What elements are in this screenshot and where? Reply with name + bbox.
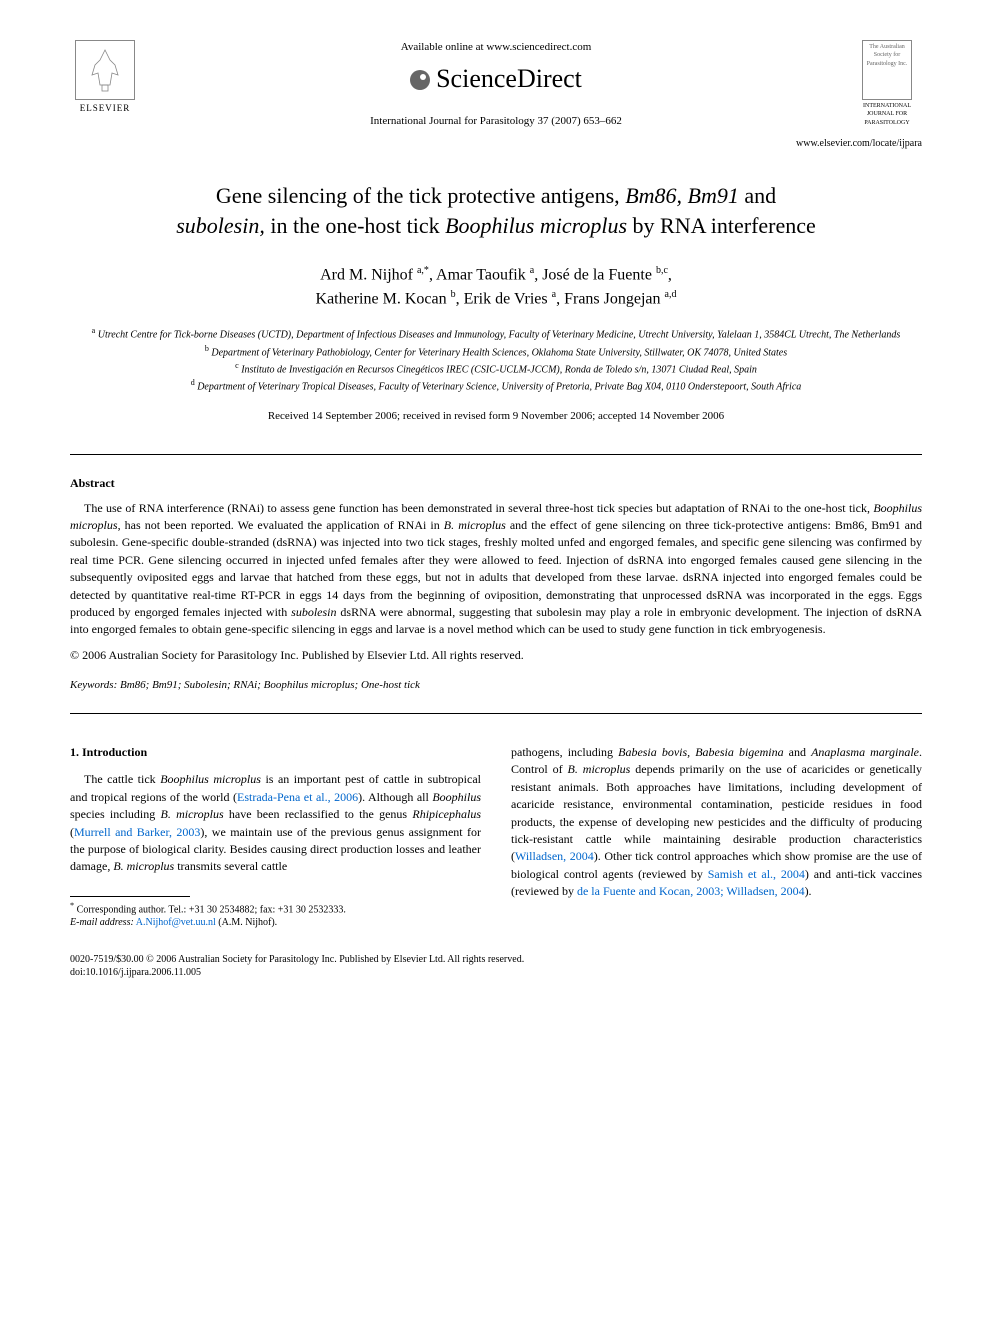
- affil-text: Department of Veterinary Tropical Diseas…: [197, 382, 801, 393]
- abstract-body: The use of RNA interference (RNAi) to as…: [70, 500, 922, 639]
- author-name: , Erik de Vries: [456, 290, 552, 307]
- elsevier-logo: ELSEVIER: [70, 40, 140, 120]
- journal-url: www.elsevier.com/locate/ijpara: [70, 137, 922, 151]
- body-text: and: [784, 745, 811, 759]
- left-column: 1. Introduction The cattle tick Boophilu…: [70, 744, 481, 929]
- sciencedirect-circle-icon: [410, 70, 430, 90]
- body-text: The use of RNA interference (RNAi) to as…: [84, 501, 873, 515]
- italic-text: B. microplus: [113, 859, 174, 873]
- affil-text: Utrecht Centre for Tick-borne Diseases (…: [98, 330, 901, 341]
- italic-text: Babesia bovis, Babesia bigemina: [618, 745, 784, 759]
- keywords-list: Bm86; Bm91; Subolesin; RNAi; Boophilus m…: [117, 679, 420, 691]
- body-text: , has not been reported. We evaluated th…: [118, 518, 444, 532]
- keywords: Keywords: Bm86; Bm91; Subolesin; RNAi; B…: [70, 678, 922, 693]
- affil-sup: a: [92, 326, 96, 335]
- body-text: species including: [70, 807, 161, 821]
- footnote-star: *: [70, 901, 74, 910]
- author-name: Ard M. Nijhof: [320, 266, 417, 283]
- elsevier-tree-icon: [75, 40, 135, 100]
- footnote-rule: [70, 896, 190, 897]
- affil-sup: b: [205, 344, 209, 353]
- journal-reference: International Journal for Parasitology 3…: [160, 114, 832, 129]
- title-part: in the one-host tick: [265, 213, 445, 238]
- article-dates: Received 14 September 2006; received in …: [70, 409, 922, 424]
- affil-sup: d: [191, 378, 195, 387]
- body-text: have been reclassified to the genus: [224, 807, 413, 821]
- copyright-line: © 2006 Australian Society for Parasitolo…: [70, 647, 922, 664]
- header-row: ELSEVIER Available online at www.science…: [70, 40, 922, 129]
- body-text: transmits several cattle: [174, 859, 287, 873]
- body-text: ).: [805, 884, 812, 898]
- ref-link[interactable]: Murrell and Barker, 2003: [74, 825, 200, 839]
- italic-text: Boophilus: [432, 790, 481, 804]
- footer-doi: doi:10.1016/j.ijpara.2006.11.005: [70, 967, 201, 978]
- body-text: The cattle tick: [84, 772, 160, 786]
- body-text: pathogens, including: [511, 745, 618, 759]
- intro-paragraph: The cattle tick Boophilus microplus is a…: [70, 771, 481, 875]
- sciencedirect-logo: ScienceDirect: [160, 61, 832, 97]
- elsevier-label: ELSEVIER: [80, 102, 131, 115]
- authors: Ard M. Nijhof a,*, Amar Taoufik a, José …: [70, 263, 922, 312]
- author-name: , Amar Taoufik: [429, 266, 530, 283]
- affil-text: Instituto de Investigación en Recursos C…: [241, 364, 757, 375]
- italic-text: B. microplus: [568, 762, 631, 776]
- title-italic: Bm86, Bm91: [625, 183, 739, 208]
- italic-text: Boophilus microplus: [160, 772, 261, 786]
- affil-text: Department of Veterinary Pathobiology, C…: [211, 347, 787, 358]
- footnote-corr: Corresponding author. Tel.: +31 30 25348…: [77, 904, 346, 915]
- author-sup: a,d: [665, 289, 677, 300]
- article-title: Gene silencing of the tick protective an…: [70, 181, 922, 240]
- author-sup: a,*: [417, 265, 429, 276]
- italic-text: B. microplus: [444, 518, 506, 532]
- ref-link[interactable]: Willadsen, 2004: [515, 849, 594, 863]
- author-name: , José de la Fuente: [534, 266, 656, 283]
- ref-link[interactable]: Estrada-Pena et al., 2006: [237, 790, 358, 804]
- intro-paragraph-cont: pathogens, including Babesia bovis, Babe…: [511, 744, 922, 901]
- rule-top: [70, 454, 922, 455]
- ref-link[interactable]: de la Fuente and Kocan, 2003; Willadsen,…: [577, 884, 805, 898]
- author-name: Katherine M. Kocan: [316, 290, 451, 307]
- title-part: Gene silencing of the tick protective an…: [216, 183, 625, 208]
- section-heading: 1. Introduction: [70, 744, 481, 761]
- title-italic: Boophilus microplus: [445, 213, 627, 238]
- available-online-text: Available online at www.sciencedirect.co…: [160, 40, 832, 55]
- society-logo: The Australian Society for Parasitology …: [852, 40, 922, 120]
- ref-link[interactable]: Samish et al., 2004: [708, 867, 805, 881]
- title-part: and: [739, 183, 776, 208]
- footnote-email[interactable]: A.Nijhof@vet.uu.nl: [134, 917, 216, 928]
- author-name: , Frans Jongejan: [556, 290, 664, 307]
- two-column-body: 1. Introduction The cattle tick Boophilu…: [70, 744, 922, 929]
- affiliations: a Utrecht Centre for Tick-borne Diseases…: [70, 325, 922, 394]
- society-box-icon: The Australian Society for Parasitology …: [862, 40, 912, 100]
- footer: 0020-7519/$30.00 © 2006 Australian Socie…: [70, 953, 922, 979]
- italic-text: Rhipicephalus: [412, 807, 481, 821]
- italic-text: B. microplus: [161, 807, 224, 821]
- footnote-email-who: (A.M. Nijhof).: [216, 917, 277, 928]
- keywords-label: Keywords:: [70, 679, 117, 691]
- italic-text: subolesin: [291, 605, 336, 619]
- title-part: by RNA interference: [627, 213, 816, 238]
- center-header: Available online at www.sciencedirect.co…: [140, 40, 852, 129]
- footer-copyright: 0020-7519/$30.00 © 2006 Australian Socie…: [70, 954, 524, 965]
- sciencedirect-text: ScienceDirect: [436, 61, 582, 97]
- abstract-heading: Abstract: [70, 475, 922, 492]
- author-sup: b,c: [656, 265, 668, 276]
- body-text: and the effect of gene silencing on thre…: [70, 518, 922, 619]
- title-italic: subolesin,: [176, 213, 265, 238]
- footnote-email-label: E-mail address:: [70, 917, 134, 928]
- corresponding-footnote: * Corresponding author. Tel.: +31 30 253…: [70, 901, 481, 929]
- affil-sup: c: [235, 361, 239, 370]
- rule-bottom: [70, 713, 922, 714]
- body-text: ). Although all: [358, 790, 432, 804]
- society-label: INTERNATIONAL JOURNAL FOR PARASITOLOGY: [852, 102, 922, 127]
- right-column: pathogens, including Babesia bovis, Babe…: [511, 744, 922, 929]
- italic-text: Anaplasma marginale: [811, 745, 919, 759]
